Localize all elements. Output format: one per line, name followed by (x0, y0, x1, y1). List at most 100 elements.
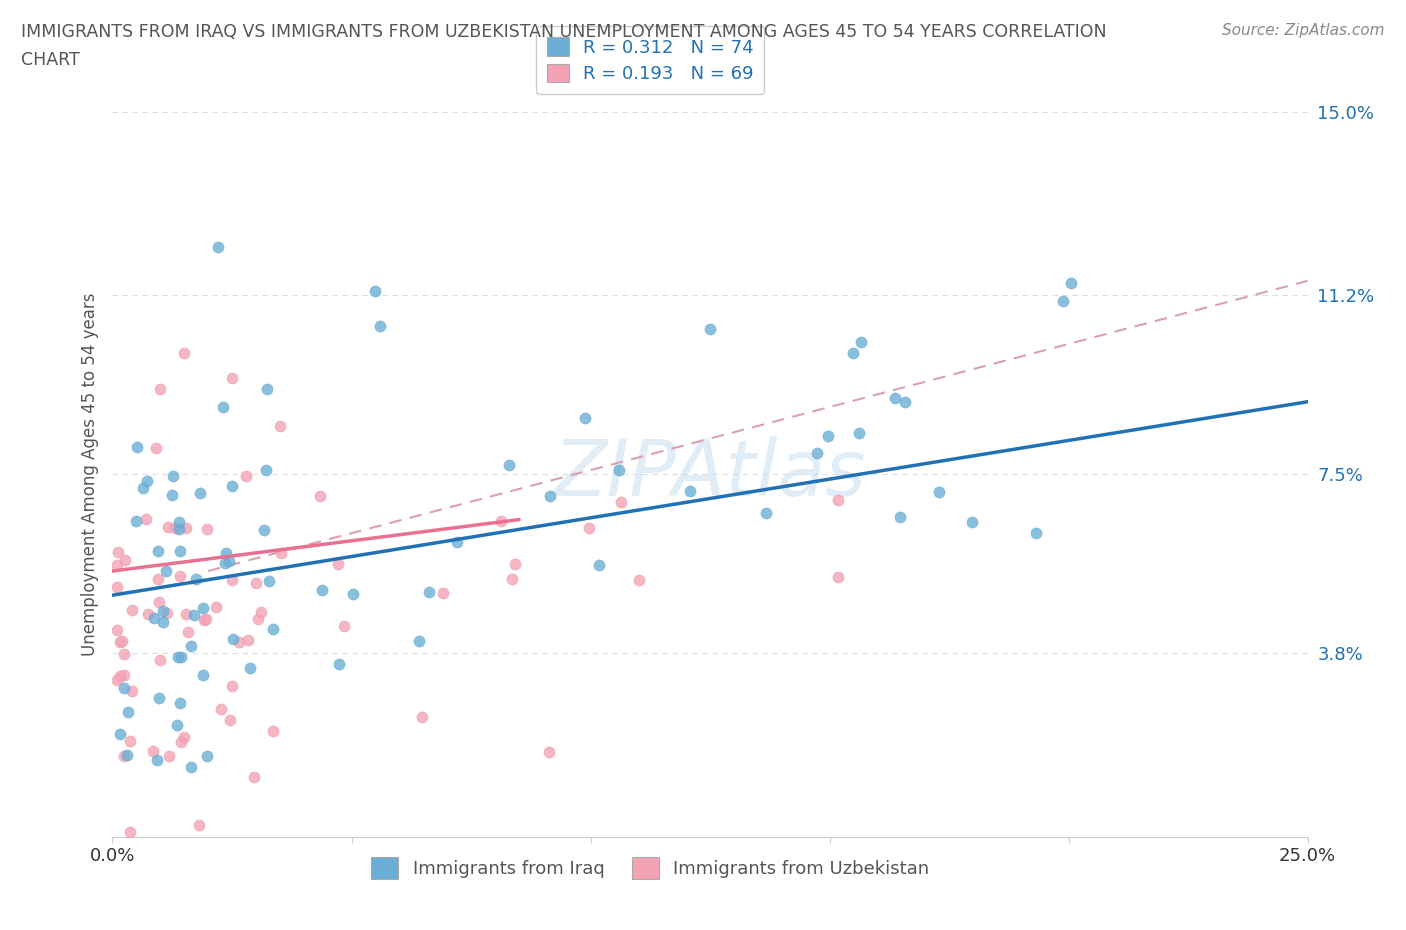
Point (235, 468, 257, 483)
Point (112, 646, 135, 661)
Point (679, 484, 702, 498)
Point (827, 569, 849, 584)
Point (960, 514, 983, 529)
Point (117, 705, 139, 720)
Point (165, 521, 187, 536)
Point (112, 668, 135, 683)
Point (191, 601, 214, 616)
Point (270, 546, 292, 561)
Point (221, 573, 243, 588)
Point (149, 381, 172, 396)
Point (342, 586, 364, 601)
Point (205, 599, 228, 614)
Point (174, 607, 197, 622)
Point (894, 394, 917, 409)
Text: IMMIGRANTS FROM IRAQ VS IMMIGRANTS FROM UZBEKISTAN UNEMPLOYMENT AMONG AGES 45 TO: IMMIGRANTS FROM IRAQ VS IMMIGRANTS FROM … (21, 23, 1107, 41)
Point (193, 668, 215, 683)
Point (156, 606, 179, 621)
Point (215, 545, 238, 560)
Point (142, 743, 165, 758)
Text: CHART: CHART (21, 51, 80, 69)
Point (928, 485, 950, 499)
Point (156, 520, 179, 535)
Point (221, 678, 243, 693)
Point (121, 684, 143, 698)
Point (253, 523, 276, 538)
Point (176, 624, 198, 639)
Point (308, 488, 330, 503)
Y-axis label: Unemployment Among Ages 45 to 54 years: Unemployment Among Ages 45 to 54 years (80, 293, 98, 656)
Point (269, 418, 291, 433)
Point (884, 391, 907, 405)
Point (184, 571, 207, 586)
Point (111, 633, 134, 648)
Point (108, 635, 131, 650)
Point (195, 749, 218, 764)
Point (167, 649, 190, 664)
Point (121, 603, 143, 618)
Point (538, 489, 561, 504)
Point (607, 462, 630, 477)
Point (1060, 275, 1083, 290)
Point (112, 749, 135, 764)
Point (221, 479, 243, 494)
Point (610, 495, 633, 510)
Point (152, 615, 174, 630)
Point (239, 661, 262, 676)
Point (245, 576, 267, 591)
Point (107, 545, 129, 560)
Point (169, 544, 191, 559)
Point (108, 669, 131, 684)
Text: ZIPAtlas: ZIPAtlas (554, 436, 866, 512)
Point (851, 335, 873, 350)
Point (135, 512, 157, 526)
Point (411, 710, 433, 724)
Point (105, 579, 128, 594)
Point (262, 724, 284, 738)
Point (188, 817, 211, 832)
Point (1052, 294, 1074, 309)
Point (146, 571, 169, 586)
Point (503, 556, 526, 571)
Point (143, 610, 166, 625)
Point (246, 612, 269, 627)
Point (432, 585, 454, 600)
Point (115, 748, 138, 763)
Point (118, 734, 141, 749)
Point (173, 346, 195, 361)
Point (160, 487, 183, 502)
Point (699, 322, 721, 337)
Point (124, 513, 146, 528)
Point (755, 505, 778, 520)
Point (120, 825, 142, 840)
Point (193, 613, 215, 628)
Point (578, 521, 600, 536)
Point (254, 463, 277, 478)
Point (169, 696, 191, 711)
Point (207, 240, 229, 255)
Point (136, 474, 159, 489)
Point (364, 283, 387, 298)
Point (125, 439, 148, 454)
Point (574, 410, 596, 425)
Point (311, 583, 333, 598)
Point (170, 649, 193, 664)
Point (188, 485, 211, 500)
Point (132, 480, 155, 495)
Legend: Immigrants from Iraq, Immigrants from Uzbekistan: Immigrants from Iraq, Immigrants from Uz… (364, 849, 936, 886)
Point (166, 717, 188, 732)
Point (221, 370, 243, 385)
Point (105, 622, 128, 637)
Point (806, 445, 828, 460)
Point (588, 557, 610, 572)
Point (155, 564, 177, 578)
Point (183, 607, 205, 622)
Point (236, 632, 259, 647)
Point (180, 760, 202, 775)
Point (148, 594, 170, 609)
Point (209, 702, 232, 717)
Point (1025, 525, 1047, 540)
Point (136, 606, 159, 621)
Point (214, 555, 236, 570)
Point (848, 426, 870, 441)
